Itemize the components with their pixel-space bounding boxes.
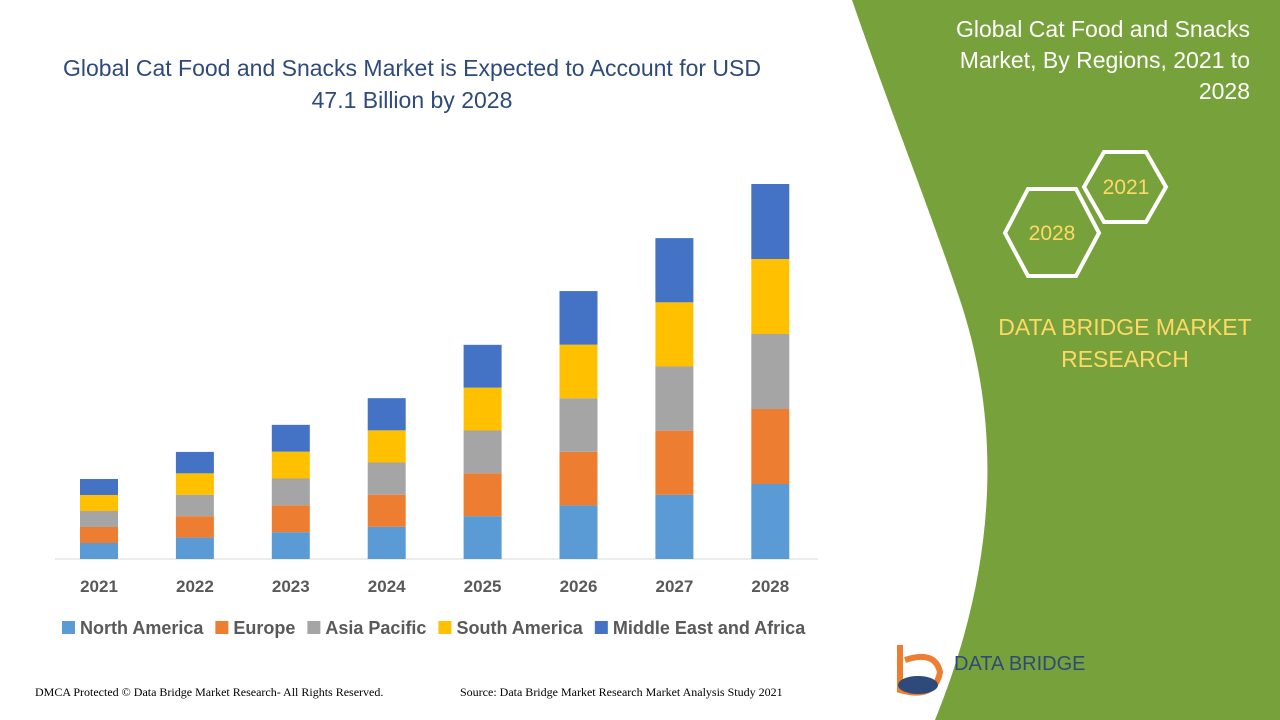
legend-label: Europe: [233, 618, 295, 638]
bar-segment: [463, 430, 502, 474]
legend-label: North America: [80, 618, 204, 638]
bar-segment: [80, 478, 118, 495]
logo-mark: [898, 676, 938, 694]
logo-text: DATA BRIDGE: [954, 653, 1086, 675]
bar-segment: [559, 398, 598, 452]
legend-swatch: [62, 621, 75, 634]
legend: North America Europe Asia Pacific South Ame…: [62, 618, 806, 638]
legend-label: Middle East and Africa: [613, 618, 806, 638]
bar-segment: [271, 424, 310, 452]
bar-segment: [271, 532, 310, 559]
side-panel: [852, 0, 1280, 720]
bar-segment: [751, 483, 790, 559]
bar-segment: [367, 430, 406, 463]
bar-segment: [271, 505, 310, 533]
bar-segment: [271, 478, 310, 506]
bar-segment: [80, 542, 118, 559]
bar-segment: [655, 302, 694, 367]
x-tick-label: 2024: [368, 577, 406, 596]
x-tick-label: 2027: [655, 577, 693, 596]
hexagon: [1002, 187, 1102, 278]
chart-title: Global Cat Food and Snacks Market is Exp…: [62, 55, 761, 113]
bar-segment: [80, 494, 118, 511]
bar-segment: [80, 526, 118, 543]
bar-segment: [655, 366, 694, 431]
bar-segment: [271, 451, 310, 479]
bar-segment: [463, 344, 502, 388]
brand: DATA BRIDGE MARKET RESEARCH: [998, 314, 1252, 372]
x-tick-label: 2026: [560, 577, 598, 596]
hex-label: 2021: [1103, 176, 1150, 199]
bar-segment: [751, 408, 790, 484]
bar-segment: [367, 398, 406, 431]
legend-swatch: [438, 621, 452, 634]
bar-segment: [80, 510, 118, 527]
bar-segment: [559, 505, 598, 559]
hexagon: [1081, 150, 1169, 224]
x-tick-label: 2023: [272, 577, 310, 596]
bar-segment: [367, 462, 406, 495]
x-tick-label: 2021: [80, 577, 118, 596]
bar-segment: [175, 516, 214, 538]
copyright: DMCA Protected © Data Bridge Market Rese…: [35, 685, 384, 699]
bar-segment: [655, 494, 694, 559]
x-tick-label: 2028: [751, 577, 789, 596]
legend-swatch: [594, 621, 608, 634]
x-tick-label: 2025: [464, 577, 502, 596]
legend-label: South America: [456, 618, 583, 638]
bar-segment: [655, 430, 694, 495]
bar-segment: [751, 183, 790, 259]
bar-segment: [367, 526, 406, 559]
legend-swatch: [307, 621, 321, 634]
bar-segment: [751, 258, 790, 334]
bar-segment: [175, 451, 214, 474]
bar-segment: [559, 291, 598, 345]
hex-label: 2028: [1029, 222, 1076, 245]
bar-segment: [463, 473, 502, 517]
bar-segment: [175, 537, 214, 559]
bar-segment: [175, 473, 214, 495]
bar-segment: [463, 516, 502, 559]
legend-swatch: [215, 621, 229, 634]
bar-segment: [751, 333, 790, 409]
bar-segment: [559, 451, 598, 506]
source: Source: Data Bridge Market Research Mark…: [460, 685, 783, 699]
x-tick-label: 2022: [176, 577, 214, 596]
bar-segment: [367, 494, 406, 527]
bar-segment: [463, 387, 502, 431]
bar-segment: [175, 494, 214, 517]
bar-segment: [655, 238, 694, 303]
legend-label: Asia Pacific: [325, 618, 426, 638]
bar-segment: [559, 344, 598, 399]
panel-title: Global Cat Food and Snacks Market, By Re…: [955, 16, 1250, 104]
